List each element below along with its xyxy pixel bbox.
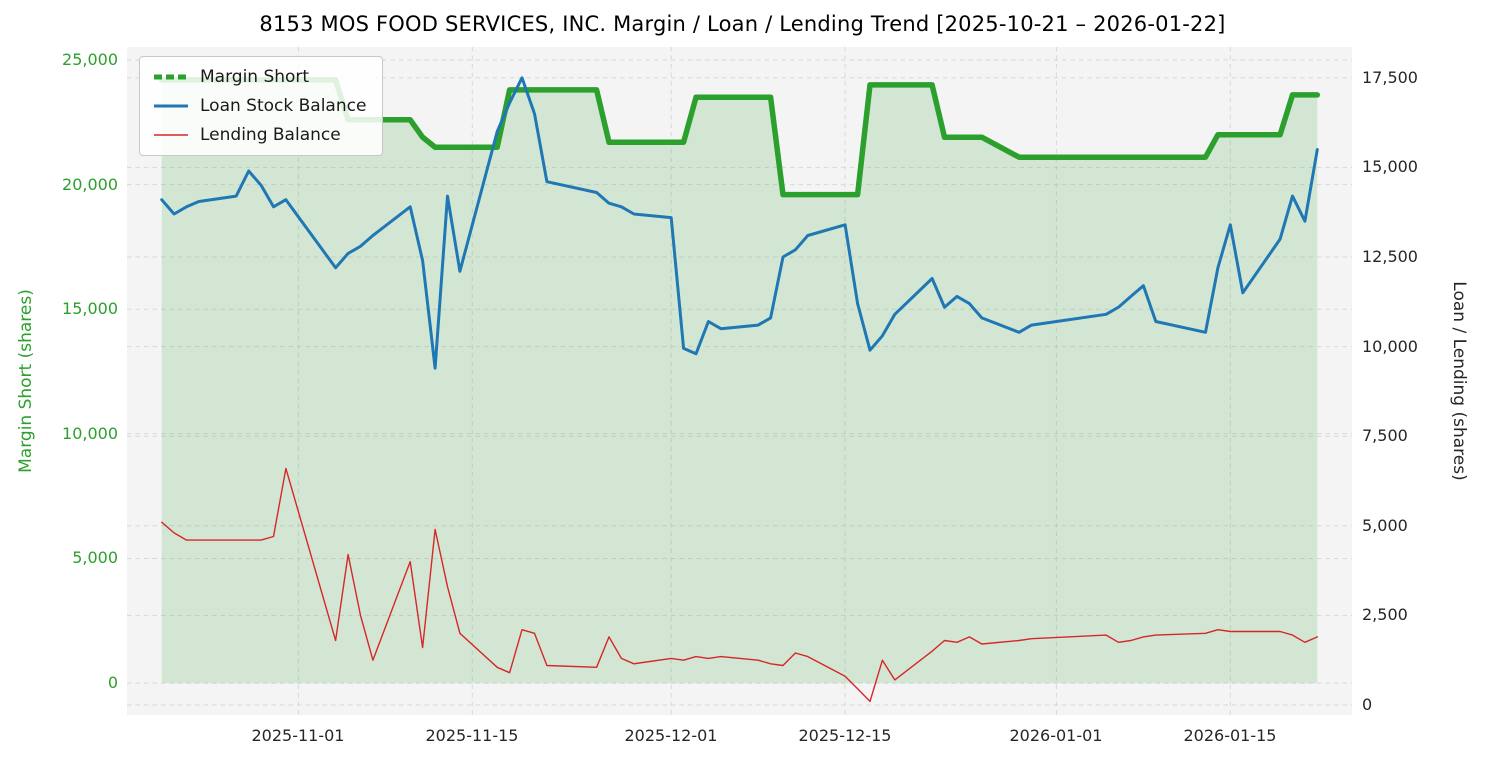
left-axis-tick: 0 [107,673,118,692]
legend-label-lending: Lending Balance [200,125,341,145]
legend-item-margin-short: Margin Short [152,67,366,87]
right-axis-tick: 2,500 [1362,605,1408,624]
right-axis-tick: 17,500 [1362,68,1418,87]
x-axis-tick: 2025-12-01 [624,726,718,745]
left-axis-tick: 15,000 [62,299,118,318]
right-axis-tick: 12,500 [1362,247,1418,266]
margin-short-line-icon [154,74,188,80]
right-axis-tick: 5,000 [1362,516,1408,535]
right-axis-tick: 7,500 [1362,426,1408,445]
x-axis-tick: 2025-11-01 [251,726,345,745]
lending-line-icon [154,134,188,136]
x-axis-tick: 2026-01-15 [1183,726,1277,745]
right-axis-tick: 10,000 [1362,337,1418,356]
left-axis-tick: 25,000 [62,50,118,69]
legend-label-margin-short: Margin Short [200,67,310,87]
legend: Margin Short Loan Stock Balance Lending … [139,56,384,156]
right-axis-label: Loan / Lending (shares) [1449,281,1469,481]
left-axis-tick: 10,000 [62,424,118,443]
left-axis-tick: 5,000 [72,548,118,567]
legend-label-loan-stock: Loan Stock Balance [200,96,367,116]
left-axis-tick: 20,000 [62,175,118,194]
legend-item-loan-stock: Loan Stock Balance [152,96,366,116]
x-axis-tick: 2025-11-15 [425,726,519,745]
chart-title: 8153 MOS FOOD SERVICES, INC. Margin / Lo… [259,12,1226,36]
legend-item-lending: Lending Balance [152,125,366,145]
right-axis-tick: 15,000 [1362,157,1418,176]
x-axis-tick: 2026-01-01 [1009,726,1103,745]
right-axis-tick: 0 [1362,695,1373,714]
x-axis-tick: 2025-12-15 [798,726,892,745]
loan-stock-line-icon [154,104,188,108]
